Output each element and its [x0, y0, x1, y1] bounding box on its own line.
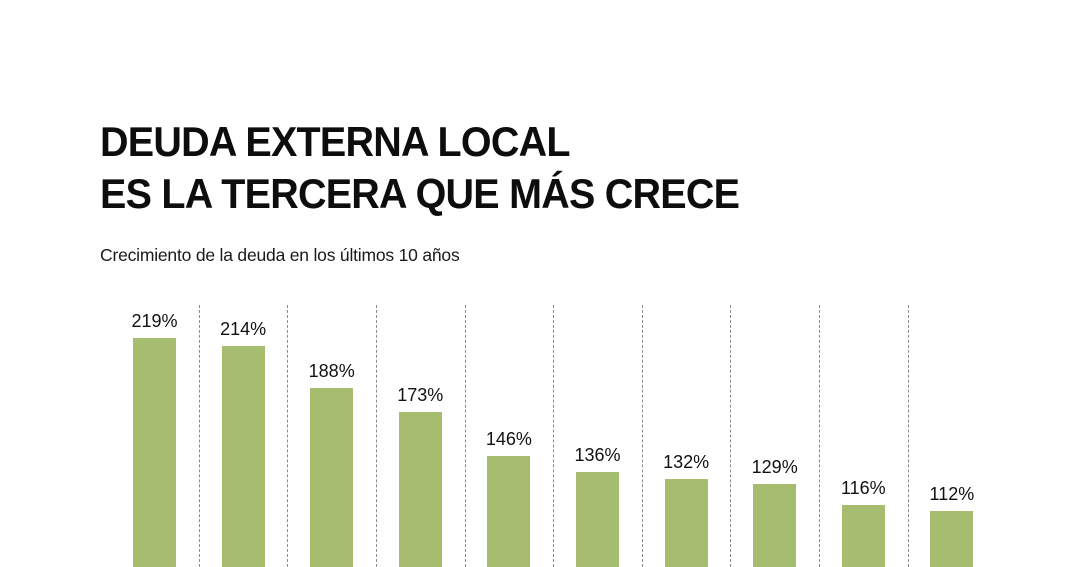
- bar: [221, 346, 265, 567]
- dashed-separator: [730, 305, 732, 567]
- chart-title: DEUDA EXTERNA LOCAL ES LA TERCERA QUE MÁ…: [100, 116, 740, 220]
- bar: [664, 478, 708, 567]
- bar-value-label: 214%: [220, 319, 267, 340]
- chart-subtitle: Crecimiento de la deuda en los últimos 1…: [100, 245, 460, 265]
- bar-value-label: 219%: [131, 311, 178, 331]
- dashed-separator: [907, 305, 909, 567]
- bar-value-label: 129%: [751, 456, 798, 477]
- dashed-separator: [464, 305, 466, 567]
- bar-value-label: 116%: [840, 477, 886, 498]
- bar-value-label: 173%: [397, 385, 444, 406]
- dashed-separator: [819, 305, 820, 567]
- dashed-separator: [287, 305, 289, 567]
- dashed-separator: [198, 305, 200, 567]
- dashed-separator: [641, 305, 643, 567]
- title-line-1: DEUDA EXTERNA LOCAL: [100, 118, 570, 165]
- bar: [576, 472, 619, 567]
- bar: [753, 483, 797, 567]
- bar: [487, 456, 531, 567]
- bar-value-label: 132%: [663, 451, 710, 472]
- dashed-separator: [553, 305, 555, 567]
- bar-value-label: 112%: [929, 484, 975, 504]
- bar: [133, 338, 176, 567]
- bar-value-label: 188%: [308, 361, 355, 382]
- bar: [310, 388, 354, 567]
- title-line-2: ES LA TERCERA QUE MÁS CRECE: [100, 170, 740, 217]
- dashed-separator: [376, 305, 377, 567]
- bar-value-label: 136%: [574, 445, 621, 466]
- bar: [841, 504, 885, 567]
- bar: [930, 511, 974, 567]
- bar-value-label: 146%: [485, 429, 532, 450]
- bar: [398, 412, 442, 567]
